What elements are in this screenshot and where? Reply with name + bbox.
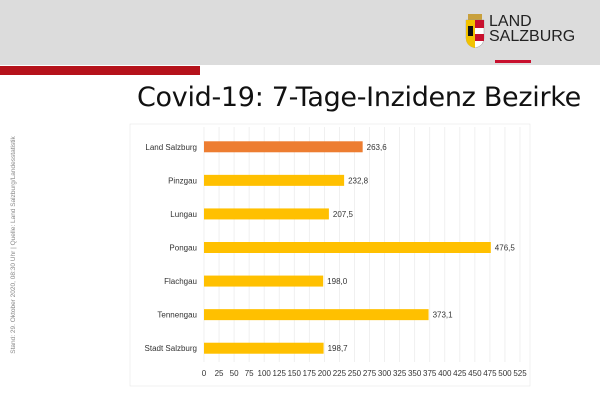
value-label: 476,5 [495, 244, 516, 253]
category-label: Tennengau [157, 311, 197, 320]
value-label: 198,7 [328, 344, 349, 353]
x-tick-label: 175 [303, 369, 317, 378]
category-label: Flachgau [164, 277, 197, 286]
category-label: Pongau [169, 244, 197, 253]
x-tick-label: 50 [230, 369, 239, 378]
category-label: Lungau [170, 210, 197, 219]
value-label: 232,8 [348, 176, 369, 185]
x-tick-label: 475 [483, 369, 497, 378]
land-salzburg-logo: LAND SALZBURG [465, 13, 585, 63]
accent-band [0, 66, 200, 75]
bar-stadt-salzburg [204, 342, 324, 354]
x-tick-label: 0 [202, 369, 207, 378]
x-tick-label: 225 [333, 369, 347, 378]
x-tick-label: 25 [215, 369, 224, 378]
x-tick-label: 250 [348, 369, 362, 378]
header-bar [0, 0, 600, 65]
x-tick-label: 100 [258, 369, 272, 378]
x-tick-label: 350 [408, 369, 422, 378]
x-tick-label: 75 [245, 369, 254, 378]
x-tick-label: 300 [378, 369, 392, 378]
value-label: 373,1 [433, 311, 454, 320]
x-tick-label: 150 [288, 369, 302, 378]
x-tick-label: 450 [468, 369, 482, 378]
bar-flachgau [204, 275, 324, 287]
x-tick-label: 400 [438, 369, 452, 378]
value-label: 198,0 [327, 277, 348, 286]
x-tick-label: 425 [453, 369, 467, 378]
bar-pongau [204, 242, 491, 253]
value-label: 263,6 [367, 143, 388, 152]
bar-pinzgau [204, 174, 345, 186]
value-label: 207,5 [333, 210, 354, 219]
bar-land-salzburg [204, 141, 363, 153]
logo-text-line2: SALZBURG [489, 28, 576, 45]
x-tick-label: 200 [318, 369, 332, 378]
coat-of-arms-icon [465, 14, 485, 48]
x-tick-label: 375 [423, 369, 437, 378]
x-tick-label: 525 [513, 369, 527, 378]
page-title: Covid-19: 7-Tage-Inzidenz Bezirke [137, 82, 581, 113]
x-tick-label: 500 [498, 369, 512, 378]
logo-text-line1: LAND [489, 13, 532, 30]
logo-underline [495, 60, 531, 63]
x-tick-label: 125 [273, 369, 287, 378]
category-label: Stadt Salzburg [145, 344, 197, 353]
category-label: Pinzgau [168, 176, 197, 185]
plot-area [129, 123, 531, 387]
bar-tennengau [204, 309, 429, 321]
bar-lungau [204, 208, 329, 220]
x-tick-label: 275 [363, 369, 377, 378]
category-label: Land Salzburg [145, 143, 197, 152]
x-tick-label: 325 [393, 369, 407, 378]
